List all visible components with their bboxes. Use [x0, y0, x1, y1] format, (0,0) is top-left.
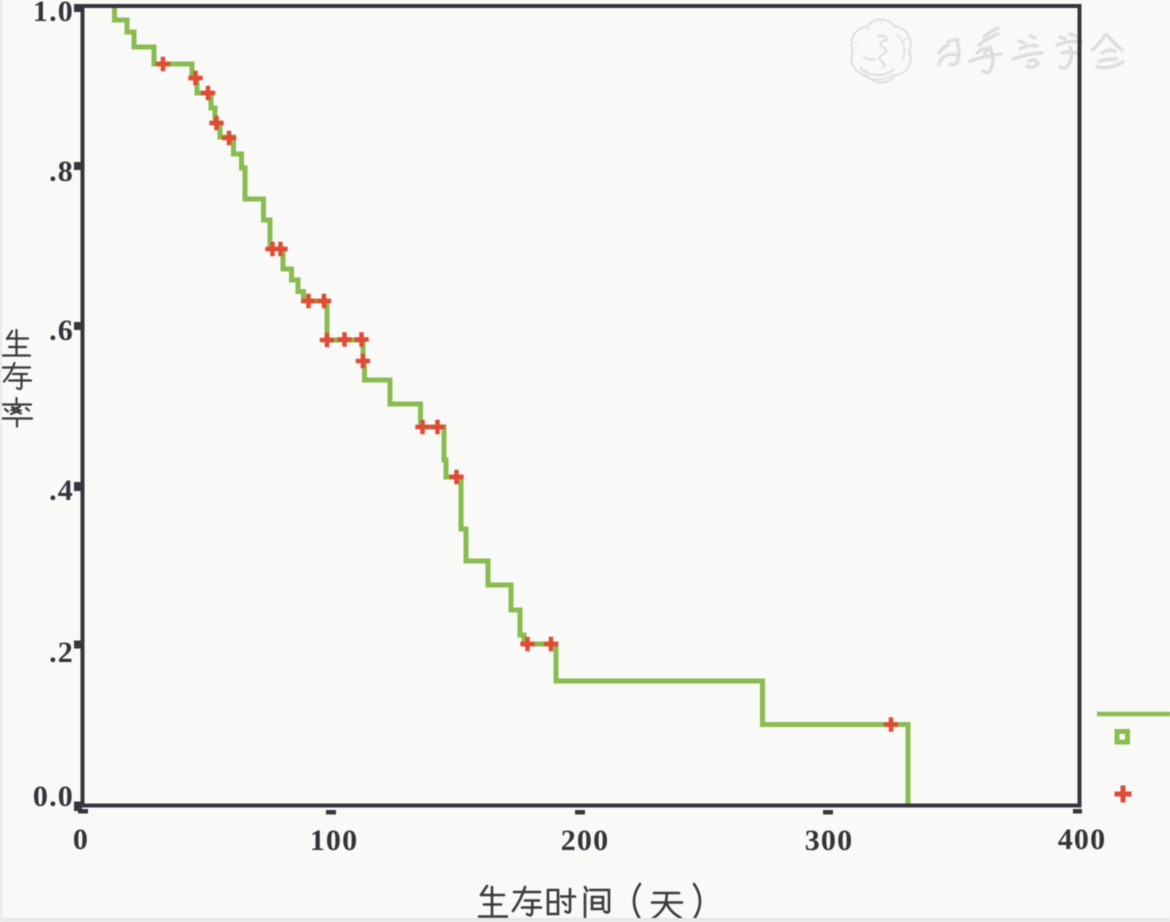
svg-text:100: 100 — [310, 824, 359, 857]
svg-text:400: 400 — [1058, 823, 1107, 856]
svg-text:300: 300 — [805, 824, 854, 857]
svg-text:1.0: 1.0 — [33, 0, 74, 28]
svg-text:0.0: 0.0 — [33, 780, 74, 813]
svg-text:.6: .6 — [49, 314, 74, 347]
svg-text:200: 200 — [561, 824, 610, 857]
svg-text:0: 0 — [73, 823, 89, 856]
svg-text:.4: .4 — [49, 474, 74, 507]
svg-text:.8: .8 — [49, 155, 74, 188]
svg-text:.2: .2 — [49, 636, 74, 669]
